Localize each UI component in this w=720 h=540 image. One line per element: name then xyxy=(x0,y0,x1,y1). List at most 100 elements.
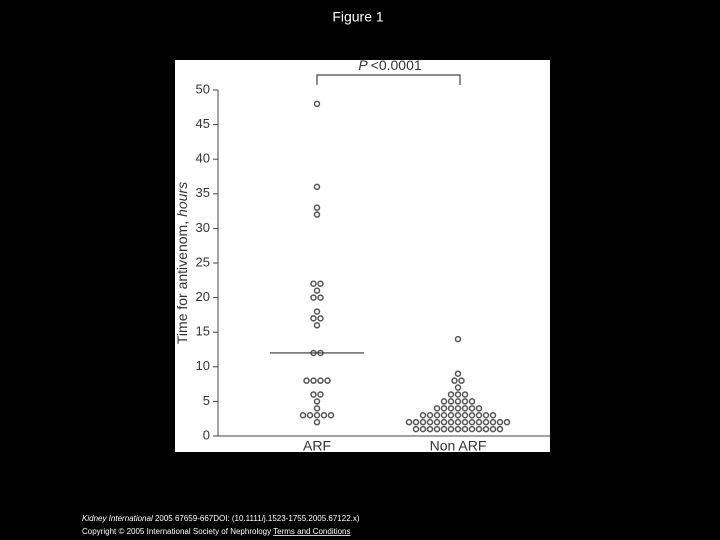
dot xyxy=(475,405,483,412)
dot xyxy=(433,425,441,433)
dot xyxy=(447,418,455,426)
dot xyxy=(426,411,434,419)
x-tick-label: ARF xyxy=(303,438,331,454)
dot xyxy=(461,405,469,412)
dot xyxy=(440,425,448,433)
dot xyxy=(447,425,455,433)
dot xyxy=(454,391,462,398)
dot xyxy=(475,425,483,433)
dot xyxy=(489,425,497,433)
significance-bracket xyxy=(316,74,461,85)
dot xyxy=(419,425,427,433)
dot xyxy=(433,405,441,412)
dot xyxy=(426,418,434,426)
dot xyxy=(447,398,455,405)
dot xyxy=(489,418,497,426)
dot xyxy=(447,391,455,398)
dot xyxy=(503,418,511,426)
y-tick-label: 35 xyxy=(196,185,210,200)
dot xyxy=(482,418,490,426)
dot xyxy=(313,287,321,294)
copyright-text: Copyright © 2005 International Society o… xyxy=(82,527,271,536)
dot xyxy=(313,211,321,218)
dot xyxy=(313,398,321,405)
dot xyxy=(313,418,321,426)
p-text: <0.0001 xyxy=(371,57,422,73)
citation-text: 2005 67659-667DOI: (10.1111/j.1523-1755.… xyxy=(153,514,360,523)
dot xyxy=(468,398,476,405)
dot xyxy=(447,411,455,419)
dot xyxy=(317,377,324,384)
y-tick-label: 45 xyxy=(196,116,210,131)
y-tick-label: 50 xyxy=(196,81,210,96)
dot xyxy=(451,377,458,384)
dot xyxy=(440,411,448,419)
citation: Kidney International 2005 67659-667DOI: … xyxy=(82,514,360,523)
dot xyxy=(412,425,420,433)
dot xyxy=(482,411,490,419)
dot xyxy=(454,425,462,433)
y-tick-label: 40 xyxy=(196,151,210,166)
terms-link[interactable]: Terms and Conditions xyxy=(273,527,350,536)
dot xyxy=(327,411,335,419)
dot xyxy=(482,425,490,433)
dot xyxy=(461,411,469,419)
dot xyxy=(475,411,483,419)
dot xyxy=(310,280,317,288)
dot xyxy=(454,418,462,426)
dot xyxy=(303,377,310,384)
dot xyxy=(440,405,448,412)
plot: 0 5 10 15 20 25 30 35 40 45 50 ARF Non ARF xyxy=(196,81,511,454)
dot xyxy=(454,384,462,391)
y-tick-label: 10 xyxy=(196,358,210,373)
dot xyxy=(468,405,476,412)
dot xyxy=(468,411,476,419)
dot xyxy=(461,425,469,433)
dot xyxy=(313,322,321,329)
dot xyxy=(306,411,314,419)
dot xyxy=(496,418,504,426)
copyright: Copyright © 2005 International Society o… xyxy=(82,527,351,536)
y-tick-label: 20 xyxy=(196,289,210,304)
slide-title: Figure 1 xyxy=(332,9,384,25)
y-tick-label: 0 xyxy=(203,427,210,442)
dot xyxy=(313,183,321,191)
y-tick-label: 30 xyxy=(196,220,210,235)
dot xyxy=(447,405,455,412)
dot xyxy=(419,411,427,419)
y-tick-label: 25 xyxy=(196,254,210,269)
dot xyxy=(419,418,427,426)
dot xyxy=(313,405,321,412)
dot xyxy=(313,411,321,419)
dot xyxy=(454,398,462,405)
dot xyxy=(310,391,317,398)
journal: Kidney International xyxy=(82,514,153,523)
dot xyxy=(461,391,469,398)
dot xyxy=(405,418,413,426)
dot xyxy=(313,308,321,315)
p-label: P xyxy=(358,57,368,73)
dot xyxy=(317,391,324,398)
dot xyxy=(313,204,321,211)
dot xyxy=(440,418,448,426)
dot xyxy=(310,315,317,322)
dot xyxy=(461,398,469,405)
dot xyxy=(299,411,307,419)
dot xyxy=(317,280,324,288)
dot xyxy=(440,398,448,405)
dot xyxy=(317,294,324,301)
dot xyxy=(433,411,441,419)
dot xyxy=(458,377,465,384)
dot xyxy=(454,411,462,419)
dot xyxy=(426,425,434,433)
x-tick-label: Non ARF xyxy=(430,438,487,454)
dot xyxy=(310,294,317,301)
dot xyxy=(320,411,328,419)
y-tick-label: 15 xyxy=(196,324,210,339)
y-label-unit: hours xyxy=(174,182,190,217)
dot xyxy=(468,425,476,433)
dot xyxy=(433,418,441,426)
dot xyxy=(310,377,317,384)
y-axis-label: Time for antivenom, hours xyxy=(174,182,190,344)
